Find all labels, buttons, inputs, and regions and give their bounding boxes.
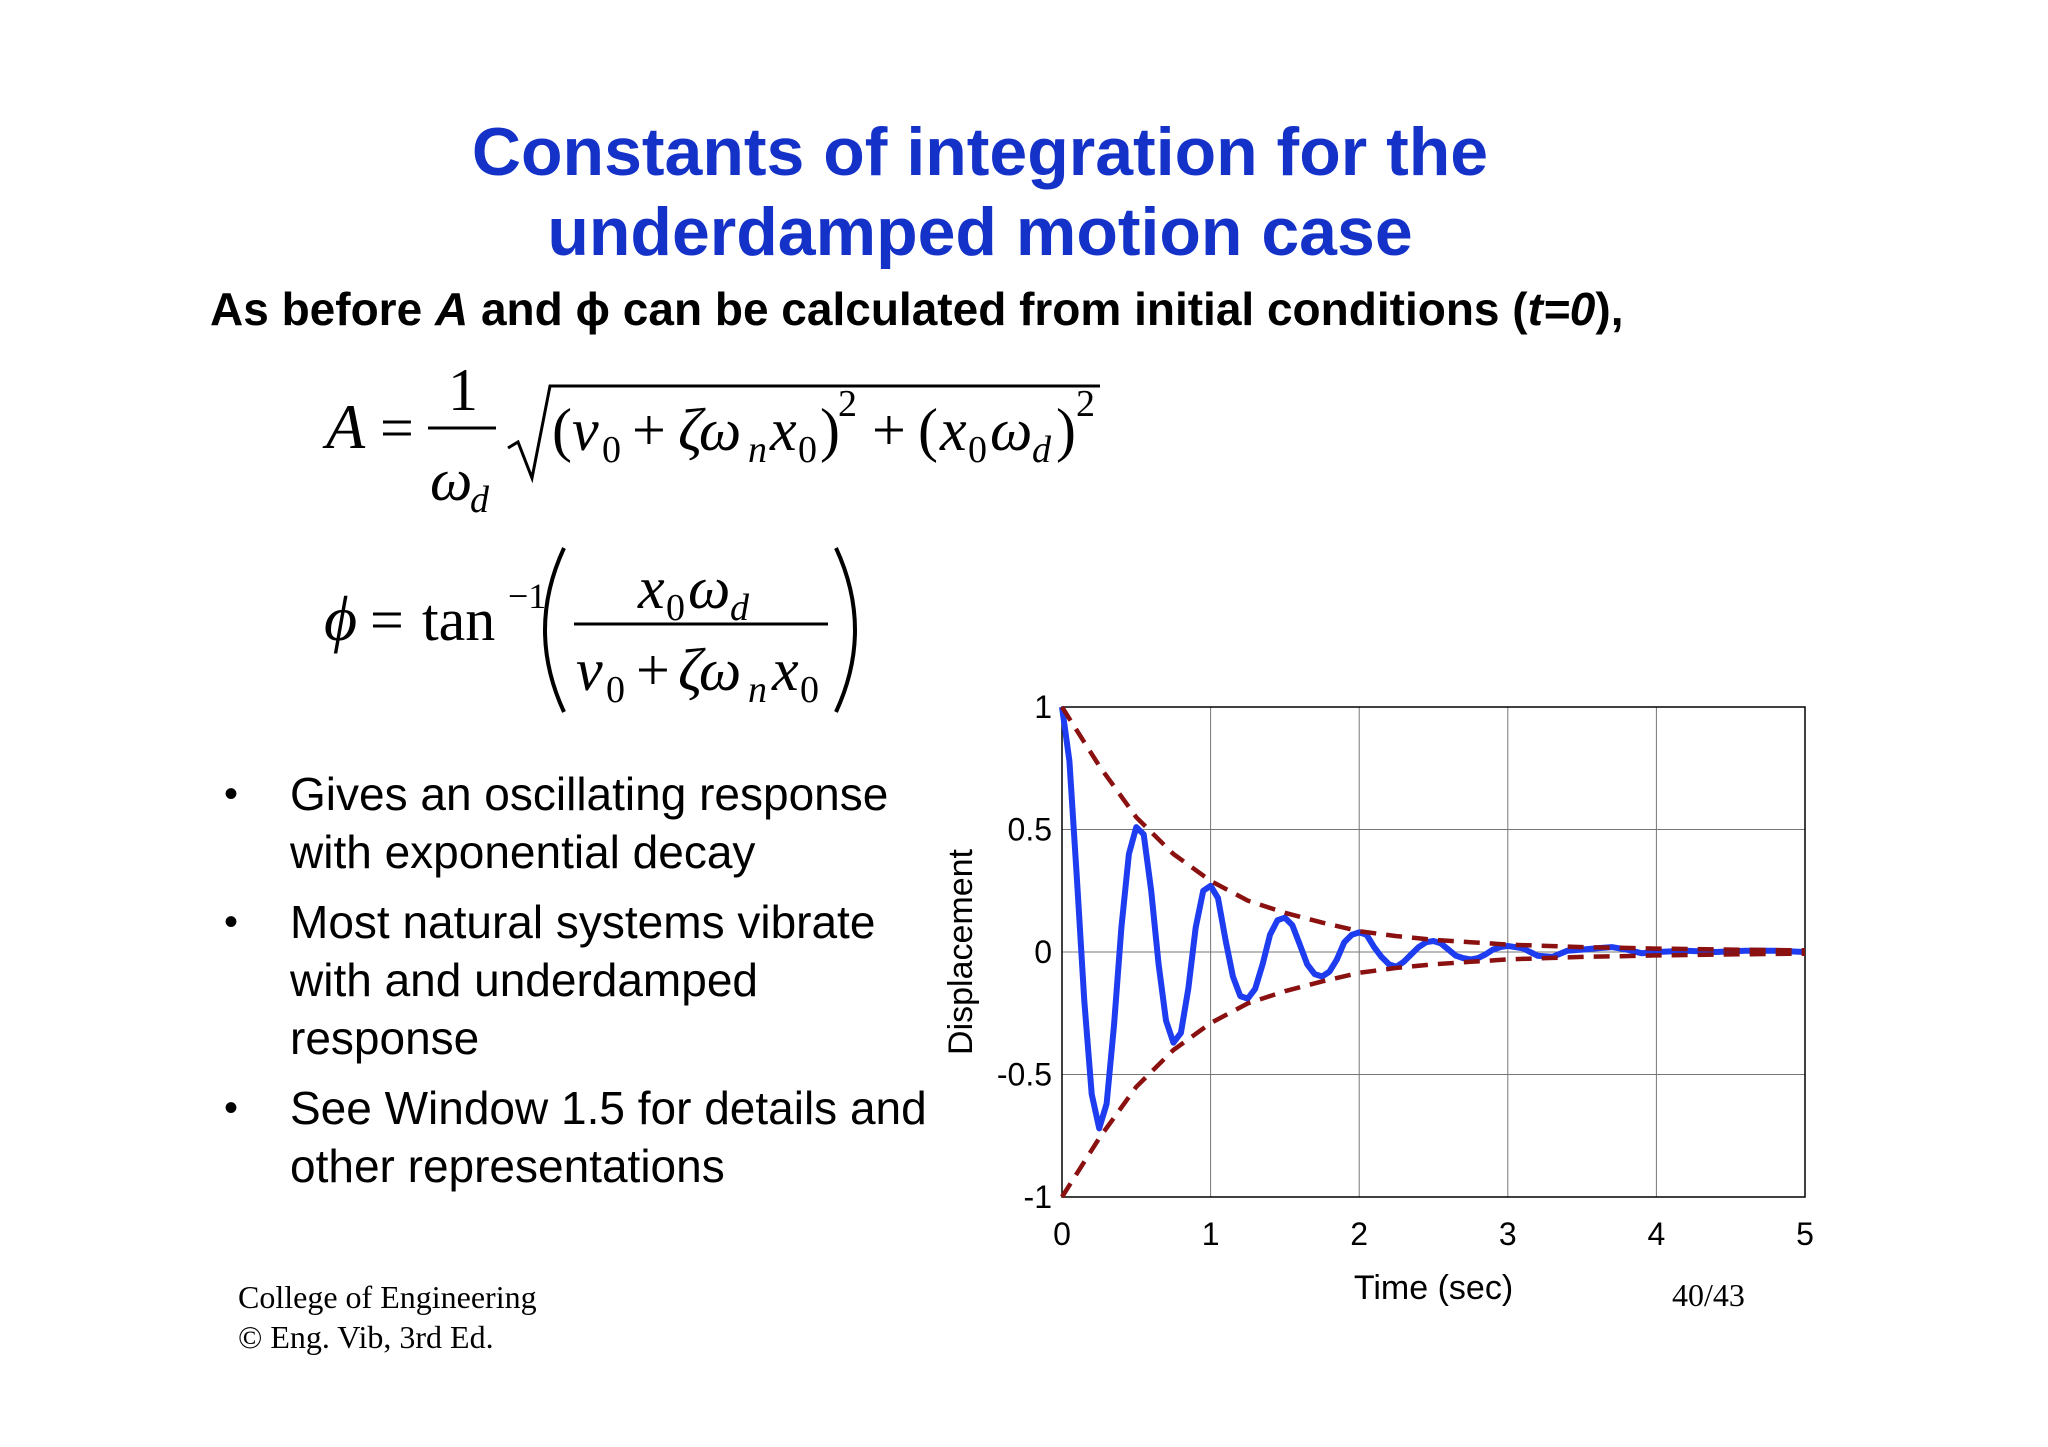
svg-text:ζω: ζω <box>678 637 741 703</box>
subtitle-text-2: and <box>468 283 576 335</box>
slide-title: Constants of integration for the underda… <box>0 112 1960 272</box>
svg-text:n: n <box>748 669 767 711</box>
svg-text:0: 0 <box>602 429 621 471</box>
slide-subtitle: As before A and ϕ can be calculated from… <box>210 282 1624 336</box>
y-tick-label: 0 <box>1034 934 1052 970</box>
displacement-chart: 0 1 2 3 4 5 1 0.5 0 -0.5 -1 Time (sec) Displacement <box>942 689 1814 1307</box>
svg-text:ω: ω <box>688 555 730 621</box>
y-tick-label: -0.5 <box>997 1057 1052 1093</box>
x-tick-label: 2 <box>1350 1216 1368 1252</box>
bullet-text: See Window 1.5 for details and other rep… <box>290 1082 927 1192</box>
svg-text:1: 1 <box>448 360 478 423</box>
svg-text:=: = <box>370 587 404 653</box>
svg-text:d: d <box>470 479 490 521</box>
subtitle-text-4: ), <box>1595 283 1624 335</box>
svg-text:+: + <box>872 397 906 463</box>
svg-text:2: 2 <box>1076 383 1095 425</box>
svg-text:0: 0 <box>606 669 625 711</box>
svg-text:0: 0 <box>666 587 685 629</box>
svg-text:ω: ω <box>430 447 472 513</box>
subtitle-text-3: can be calculated from initial condition… <box>610 283 1528 335</box>
svg-text:d: d <box>730 587 750 629</box>
svg-text:+: + <box>632 397 666 463</box>
svg-text:x: x <box>939 397 967 463</box>
svg-text:): ) <box>1056 397 1076 463</box>
svg-text:0: 0 <box>968 429 987 471</box>
subtitle-var-a: A <box>434 283 469 335</box>
footer-copyright: © Eng. Vib, 3rd Ed. <box>238 1319 494 1355</box>
svg-text:ϕ: ϕ <box>324 583 357 654</box>
svg-text:x: x <box>771 637 799 703</box>
footer: College of Engineering © Eng. Vib, 3rd E… <box>238 1277 537 1357</box>
bullet-dot-icon: • <box>224 900 239 944</box>
subtitle-text-1: As before <box>210 283 435 335</box>
slide-title-line-1: Constants of integration for the <box>471 114 1489 190</box>
subtitle-condition: t=0 <box>1527 283 1596 335</box>
bullet-item: • Gives an oscillating response with expo… <box>220 765 940 881</box>
svg-text:tan: tan <box>422 587 495 653</box>
phase-equation: ϕ = tan −1 x 0 ω d v 0 + ζω n x 0 <box>324 547 857 713</box>
upper-envelope-line <box>1060 705 1806 953</box>
y-axis-label: Displacement <box>942 848 980 1055</box>
svg-text:x: x <box>769 397 797 463</box>
y-tick-label: 0.5 <box>1008 812 1052 848</box>
svg-text:2: 2 <box>838 383 857 425</box>
svg-text:ζω: ζω <box>678 397 741 463</box>
svg-text:(: ( <box>918 397 938 463</box>
x-tick-label: 4 <box>1648 1216 1666 1252</box>
svg-text:−1: −1 <box>508 576 546 616</box>
bullet-text: Most natural systems vibrate with and un… <box>290 896 876 1064</box>
svg-text:A: A <box>322 391 366 462</box>
svg-text:): ) <box>820 397 840 463</box>
page-number: 40/43 <box>1672 1277 1745 1313</box>
x-axis-label: Time (sec) <box>1354 1269 1513 1307</box>
svg-text:v: v <box>572 397 599 463</box>
slide-title-line-2: underdamped motion case <box>547 194 1413 270</box>
svg-text:n: n <box>748 429 767 471</box>
svg-text:(: ( <box>552 397 572 463</box>
bullet-text: Gives an oscillating response with expon… <box>290 768 889 878</box>
bullet-item: • See Window 1.5 for details and other re… <box>220 1079 940 1195</box>
bullet-dot-icon: • <box>224 1086 239 1130</box>
bullet-item: • Most natural systems vibrate with and u… <box>220 893 940 1067</box>
svg-text:0: 0 <box>800 669 819 711</box>
lower-envelope-line <box>1060 951 1806 1199</box>
subtitle-var-phi: ϕ <box>575 283 611 335</box>
svg-text:=: = <box>380 395 414 461</box>
svg-text:+: + <box>636 637 670 703</box>
svg-text:ω: ω <box>990 397 1032 463</box>
y-tick-label: -1 <box>1024 1179 1052 1215</box>
footer-college: College of Engineering <box>238 1279 537 1315</box>
bullet-list: • Gives an oscillating response with expo… <box>220 765 940 1207</box>
svg-text:d: d <box>1032 429 1052 471</box>
svg-text:0: 0 <box>798 429 817 471</box>
svg-text:v: v <box>576 637 603 703</box>
amplitude-equation: A = 1 ω d ( v 0 + ζω n x 0 ) 2 + ( x 0 ω… <box>322 360 1100 521</box>
x-tick-label: 5 <box>1796 1216 1814 1252</box>
x-tick-label: 3 <box>1499 1216 1517 1252</box>
x-tick-label: 0 <box>1053 1216 1071 1252</box>
x-tick-label: 1 <box>1202 1216 1220 1252</box>
svg-text:x: x <box>637 555 665 621</box>
y-tick-label: 1 <box>1034 689 1052 725</box>
bullet-dot-icon: • <box>224 772 239 816</box>
